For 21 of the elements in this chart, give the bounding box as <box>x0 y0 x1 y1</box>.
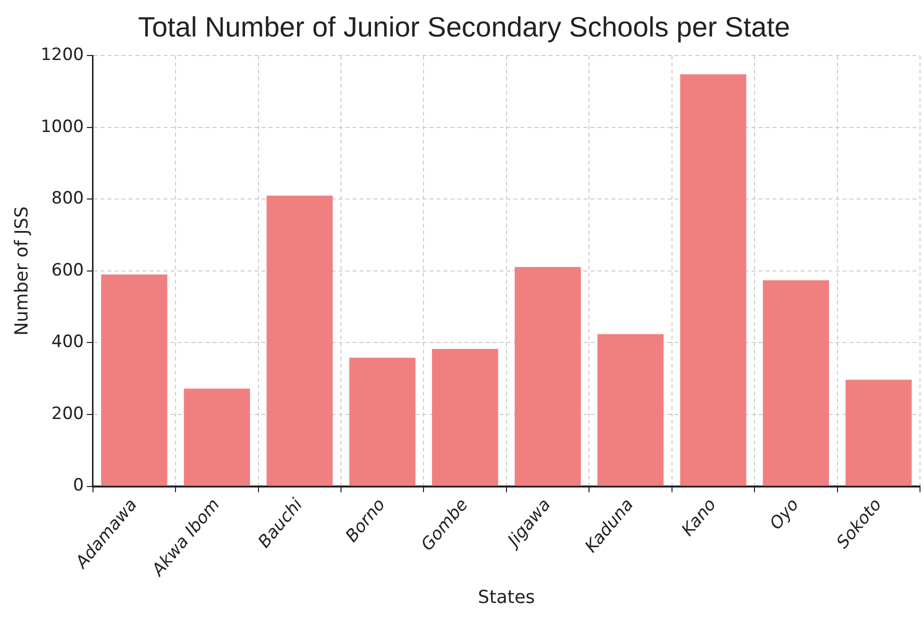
y-tick-label: 1200 <box>40 45 84 66</box>
y-tick-label: 1000 <box>40 116 84 137</box>
chart-title: Total Number of Junior Secondary Schools per State <box>138 12 790 43</box>
y-axis-title: Number of JSS <box>11 206 32 336</box>
bar <box>266 196 333 486</box>
bar <box>514 267 581 486</box>
bar <box>680 74 746 486</box>
y-tick-label: 600 <box>51 260 84 280</box>
bar <box>846 380 912 486</box>
bar <box>184 388 250 486</box>
y-tick-label: 0 <box>73 476 84 496</box>
y-tick-label: 200 <box>51 404 84 424</box>
bar <box>762 280 830 486</box>
bar <box>432 348 498 486</box>
bar <box>101 274 168 486</box>
y-tick-label: 800 <box>51 188 84 209</box>
x-axis-title: States <box>478 586 535 608</box>
bar <box>597 334 664 486</box>
x-tick-label: Oyo <box>766 495 804 534</box>
bar <box>349 358 416 486</box>
y-tick-label: 400 <box>51 332 84 352</box>
